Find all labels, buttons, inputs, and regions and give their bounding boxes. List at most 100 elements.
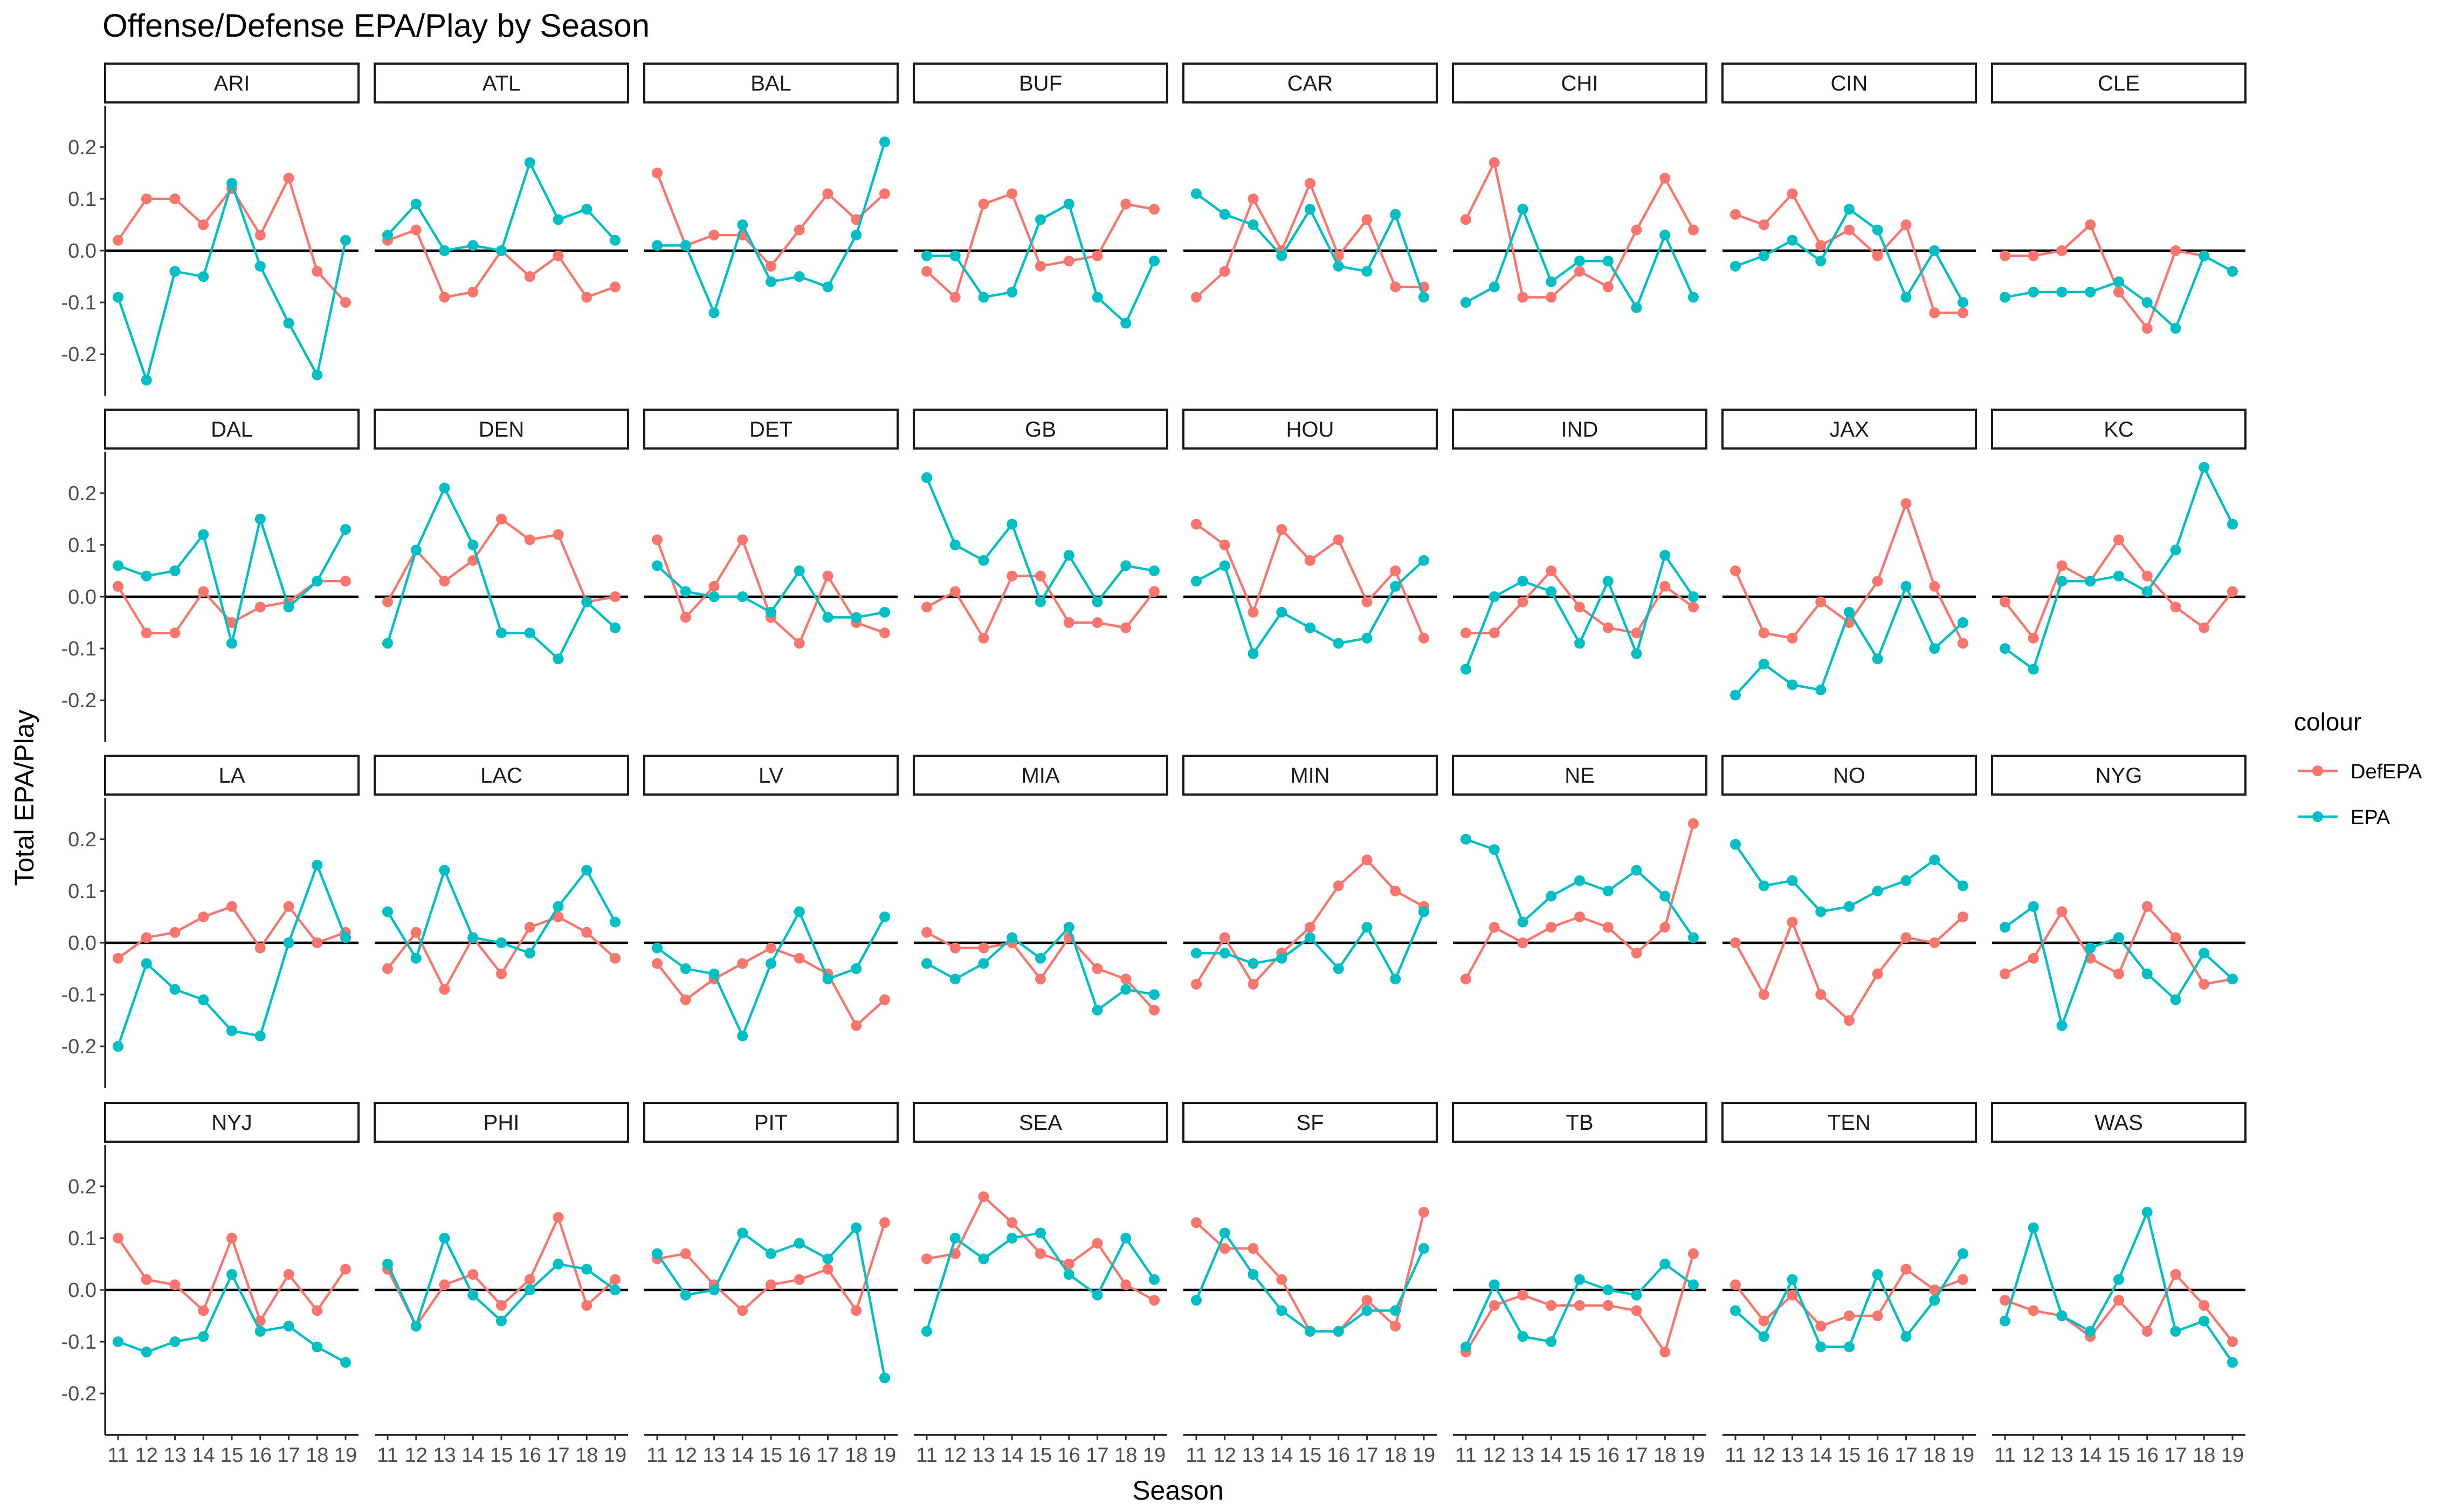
data-point-epa: [2056, 286, 2068, 298]
data-point-defepa: [2141, 323, 2153, 334]
data-point-defepa: [1219, 266, 1230, 277]
data-point-epa: [198, 529, 209, 540]
data-point-epa: [2113, 932, 2124, 943]
data-point-epa: [312, 369, 323, 381]
data-point-defepa: [1460, 214, 1471, 225]
data-point-defepa: [113, 952, 123, 964]
data-point-defepa: [1688, 224, 1699, 236]
data-point-defepa: [1361, 854, 1373, 866]
facet-strip: [913, 755, 1168, 796]
x-tick-label: 12: [1753, 1444, 1775, 1467]
facet-strip: [104, 1102, 360, 1143]
x-tick-label: 11: [377, 1444, 398, 1467]
data-point-epa: [553, 1258, 564, 1269]
facet-panel-dal: DAL 0.2 0.1 0.0 -0.1 -0.2: [61, 409, 360, 742]
facet-panel-sea: SEA 11 12 13 14 15 16 17 18 19: [913, 1102, 1168, 1467]
data-point-defepa: [1305, 922, 1315, 933]
data-point-epa: [1815, 1341, 1827, 1352]
data-point-defepa: [1787, 632, 1798, 644]
facet-panel-nyg: NYG: [1991, 755, 2247, 1031]
series-line-defepa: [926, 192, 1155, 300]
data-point-defepa: [1730, 565, 1741, 576]
data-point-defepa: [794, 224, 805, 236]
x-tick-label: 15: [2107, 1444, 2130, 1467]
data-point-epa: [2056, 576, 2068, 587]
data-point-epa: [1390, 1305, 1401, 1316]
data-point-defepa: [410, 927, 422, 938]
series-line-defepa: [657, 1222, 886, 1314]
data-point-epa: [283, 937, 294, 948]
data-point-defepa: [1815, 1321, 1827, 1332]
data-point-epa: [467, 1289, 479, 1301]
facet-strip-label: IND: [1561, 418, 1598, 441]
data-point-defepa: [2056, 560, 2068, 571]
facet-strip: [1452, 409, 1707, 450]
data-point-defepa: [2028, 632, 2039, 644]
data-point-defepa: [1659, 1347, 1671, 1358]
facet-strip-label: MIA: [1021, 764, 1059, 788]
data-point-epa: [2028, 286, 2039, 298]
y-tick-label: 0.1: [68, 1227, 97, 1250]
data-point-defepa: [1035, 1248, 1046, 1259]
data-point-defepa: [113, 581, 123, 592]
facet-strip-label: ATL: [483, 72, 520, 95]
facet-strip-label: LA: [219, 764, 245, 788]
data-point-epa: [382, 230, 393, 241]
data-point-epa: [921, 958, 932, 969]
data-point-epa: [1659, 1258, 1671, 1269]
data-point-defepa: [978, 1191, 989, 1203]
data-point-defepa: [1815, 596, 1827, 607]
data-point-defepa: [1390, 565, 1401, 576]
data-point-epa: [652, 560, 663, 571]
data-point-defepa: [283, 1269, 294, 1280]
data-point-epa: [1631, 648, 1642, 659]
data-point-epa: [1191, 948, 1202, 959]
legend-entry-epa: EPA: [2298, 806, 2390, 829]
data-point-epa: [1688, 591, 1699, 602]
x-tick-label: 12: [2022, 1444, 2045, 1467]
data-point-epa: [2085, 942, 2096, 954]
facet-strip-label: SF: [1296, 1111, 1324, 1135]
series-line-defepa: [387, 517, 616, 604]
data-point-defepa: [524, 922, 535, 933]
data-point-epa: [1602, 576, 1614, 587]
data-point-epa: [2085, 1325, 2096, 1337]
series-line-epa: [1734, 583, 1964, 696]
series-line-epa: [925, 1231, 1155, 1332]
x-tick-label: 18: [1923, 1444, 1946, 1467]
x-tick-label: 19: [1682, 1444, 1705, 1467]
data-point-epa: [1900, 1331, 1912, 1342]
data-point-defepa: [467, 1269, 479, 1280]
data-point-defepa: [410, 224, 422, 236]
data-point-defepa: [1844, 1015, 1855, 1026]
data-point-defepa: [1219, 539, 1230, 550]
y-tick-label: -0.2: [61, 689, 97, 712]
data-point-defepa: [1758, 627, 1769, 639]
facet-strip: [1452, 63, 1707, 103]
data-point-epa: [1460, 1341, 1471, 1352]
data-point-epa: [312, 576, 323, 587]
data-point-epa: [1872, 653, 1883, 665]
facet-strip: [1721, 1102, 1977, 1143]
facet-strip: [913, 409, 1168, 450]
y-tick-label: 0.0: [68, 240, 97, 263]
data-point-epa: [1120, 317, 1132, 329]
data-point-defepa: [1517, 596, 1528, 607]
x-tick-label: 13: [702, 1444, 725, 1467]
data-point-defepa: [1333, 534, 1344, 546]
y-tick-label: 0.0: [68, 1279, 97, 1302]
data-point-epa: [1390, 974, 1401, 985]
data-point-epa: [1149, 1274, 1160, 1285]
data-point-defepa: [2056, 245, 2068, 256]
y-tick-label: 0.1: [68, 534, 97, 557]
data-point-epa: [708, 968, 720, 979]
data-point-epa: [467, 539, 479, 550]
data-point-epa: [2028, 901, 2039, 912]
facet-panel-phi: PHI 11 12 13 14 15 16 17 18 19: [374, 1102, 629, 1467]
facet-strip-label: LV: [759, 764, 783, 788]
data-point-epa: [978, 1253, 989, 1265]
data-point-defepa: [794, 1274, 805, 1285]
data-point-epa: [553, 214, 564, 225]
data-point-defepa: [467, 555, 479, 566]
